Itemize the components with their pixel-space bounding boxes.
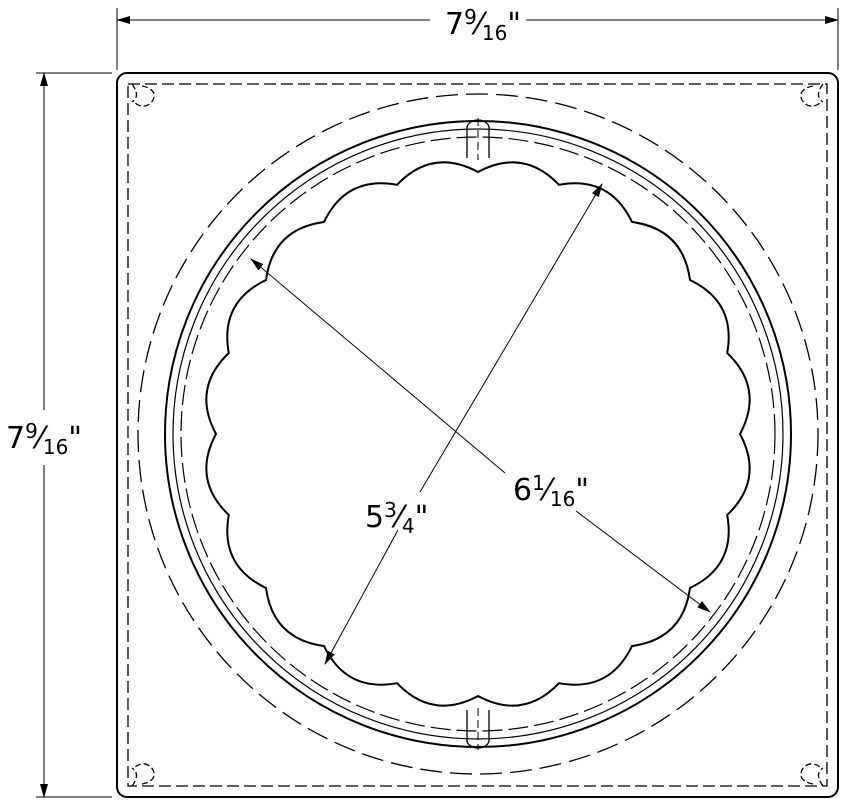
inner-diameter-dimension-line-b — [324, 529, 399, 665]
outer-diameter-dimension-line-a — [250, 258, 506, 474]
square-plate-hidden-outline — [127, 83, 828, 787]
corner-notch-top-right — [800, 83, 824, 107]
corner-notch-bottom-right — [800, 763, 824, 787]
corner-notch-top-left — [131, 83, 155, 107]
middle-ring-circle — [172, 128, 784, 740]
square-plate-outline — [116, 72, 839, 798]
height-dimension-label: 79⁄16" — [6, 419, 82, 459]
width-dimension-label: 79⁄16" — [445, 5, 521, 45]
outer-hidden-circle — [137, 93, 819, 775]
corner-notch-bottom-left — [131, 763, 155, 787]
outer-ring-circle — [164, 120, 792, 748]
inner-diameter-label: 53⁄4" — [365, 498, 428, 538]
outer-diameter-dimension-line-b — [575, 510, 711, 613]
scalloped-opening — [205, 161, 751, 707]
inner-diameter-dimension-line-a — [419, 183, 603, 493]
outer-diameter-label: 61⁄16" — [513, 471, 589, 511]
inner-hidden-circle — [180, 136, 776, 732]
